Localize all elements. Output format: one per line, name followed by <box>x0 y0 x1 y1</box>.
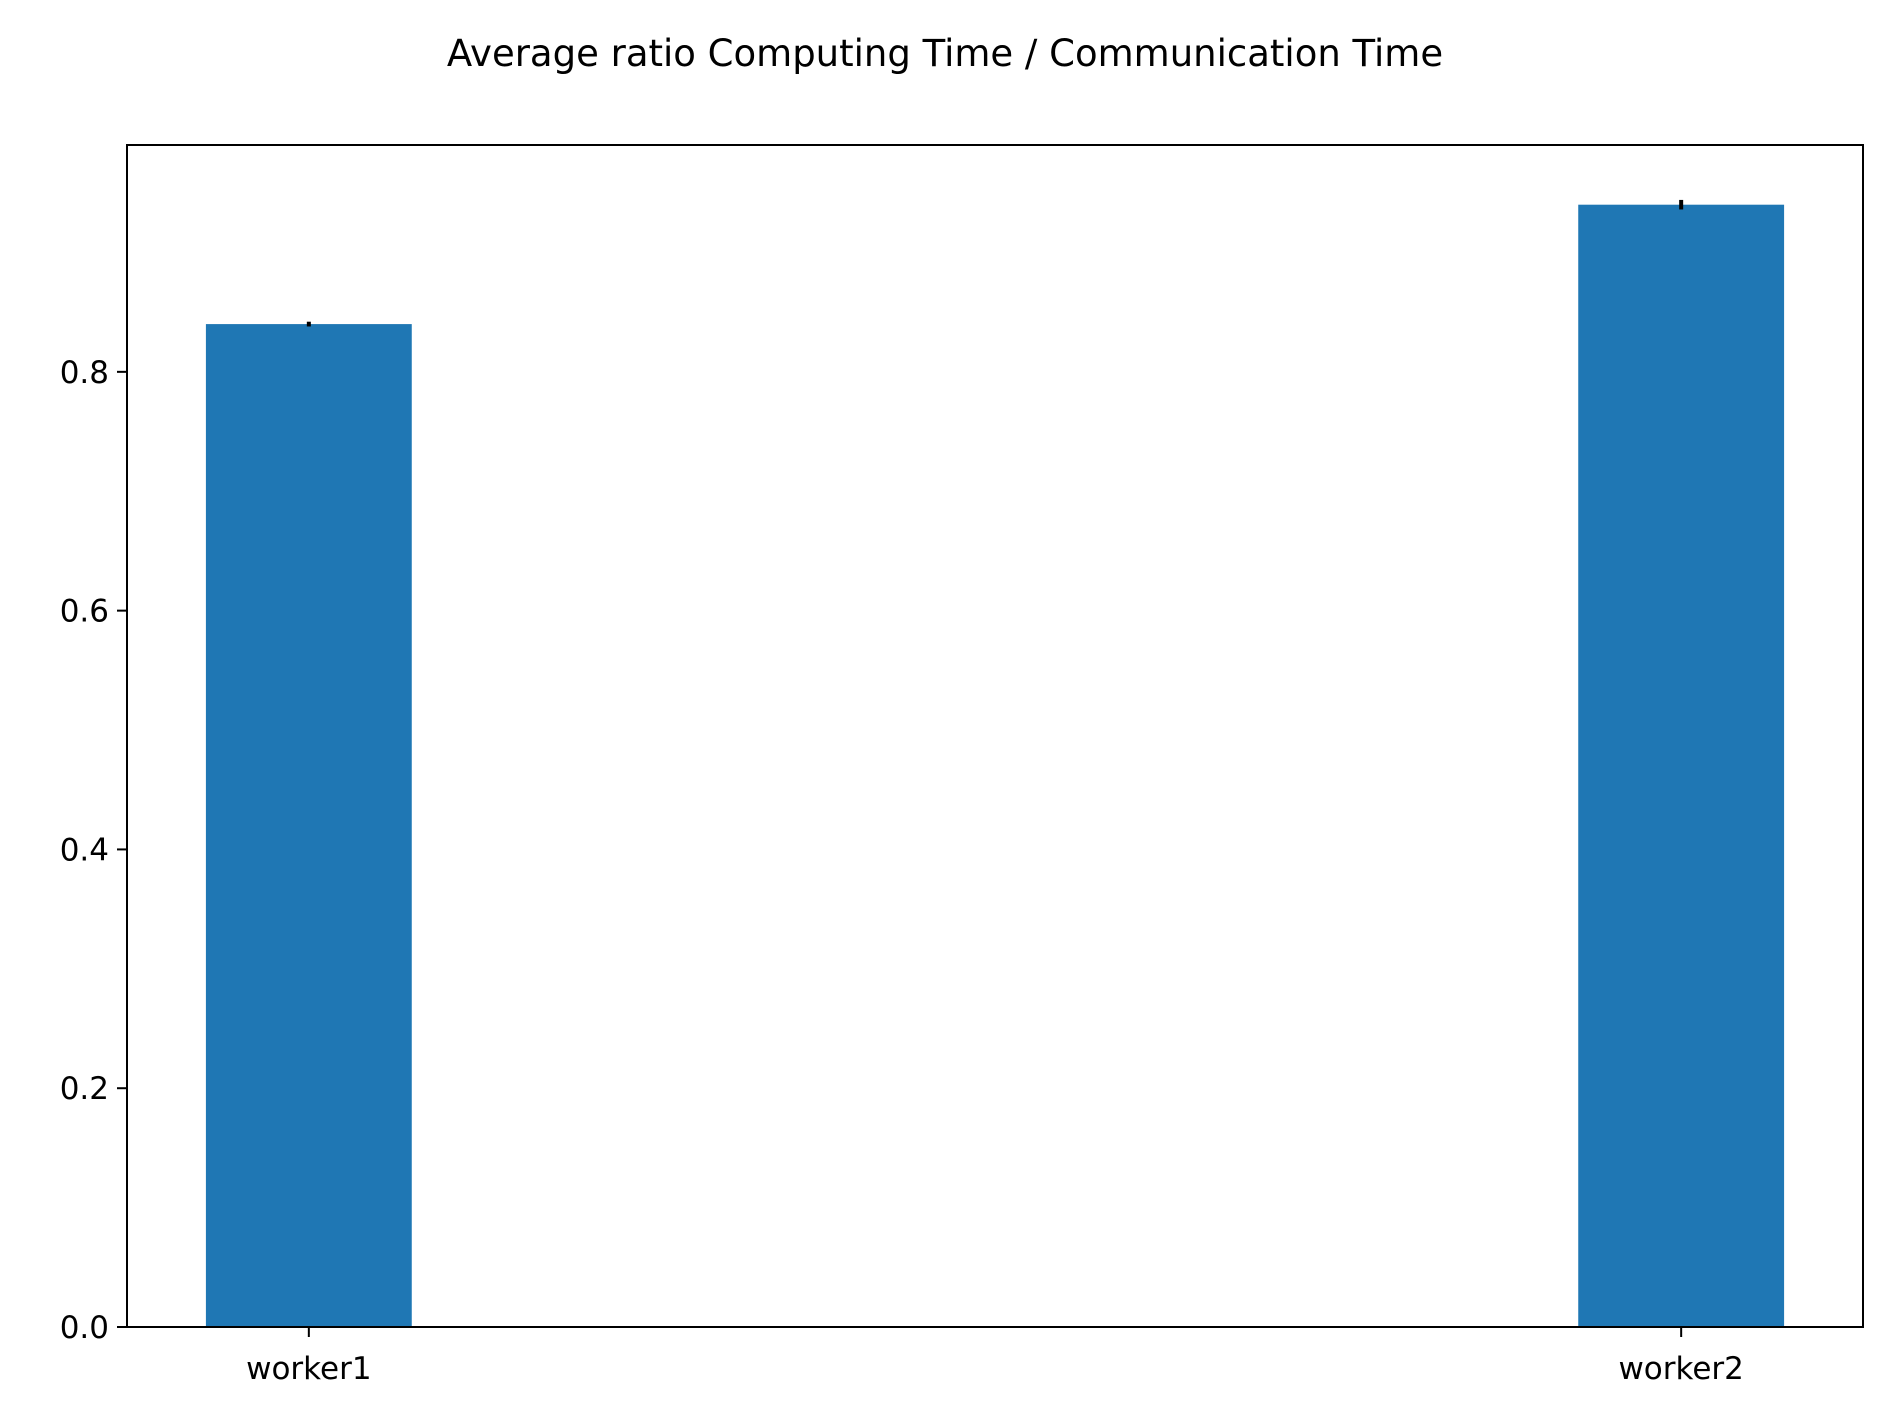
x-axis: worker1 worker2 <box>246 1327 1744 1387</box>
y-tick-label: 0.2 <box>60 1071 109 1107</box>
error-bars-layer <box>306 199 1684 327</box>
x-tick-label-worker1: worker1 <box>246 1351 371 1387</box>
y-tick-label: 0.6 <box>60 594 109 630</box>
bars-layer <box>205 204 1785 1327</box>
plot-area-frame <box>126 144 1864 1328</box>
bar-worker1 <box>205 324 412 1327</box>
x-tick-label-worker2: worker2 <box>1618 1351 1743 1387</box>
bar-worker2 <box>1578 204 1785 1327</box>
y-tick-label: 0.0 <box>60 1310 109 1346</box>
chart-title: Average ratio Computing Time / Communica… <box>447 32 1443 75</box>
y-tick-label: 0.8 <box>60 355 109 391</box>
y-axis: 0.0 0.2 0.4 0.6 0.8 <box>60 355 127 1346</box>
y-tick-label: 0.4 <box>60 832 109 868</box>
